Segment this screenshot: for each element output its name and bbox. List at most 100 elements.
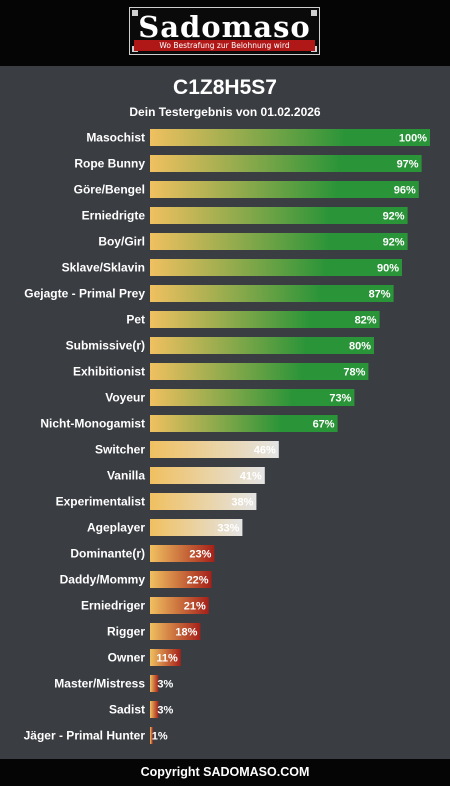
value-label: 87% <box>369 289 391 301</box>
value-label: 90% <box>377 263 399 275</box>
category-label: Experimentalist <box>56 495 145 509</box>
bar <box>150 181 419 198</box>
logo-tagline: Wo Bestrafung zur Belohnung wird <box>134 40 315 51</box>
value-label: 18% <box>175 627 197 639</box>
value-label: 92% <box>383 237 405 249</box>
value-label: 73% <box>329 393 351 405</box>
bar-row: Masochist 100% <box>86 129 430 146</box>
bar-row: Dominante(r) 23% <box>70 545 215 562</box>
site-logo[interactable]: Sadomaso Wo Bestrafung zur Belohnung wir… <box>129 7 320 55</box>
bar <box>150 285 394 302</box>
category-label: Sadist <box>109 703 145 717</box>
bar <box>150 545 215 562</box>
bar-row: Gejagte - Primal Prey 87% <box>24 285 394 302</box>
value-label: 38% <box>231 497 253 509</box>
result-bar-chart: Masochist 100% Rope Bunny 97% Göre/Bengel 96%… <box>24 129 430 744</box>
category-label: Master/Mistress <box>54 677 145 691</box>
bar <box>150 441 279 458</box>
category-label: Owner <box>108 651 146 665</box>
bar-row: Submissive(r) 80% <box>66 337 374 354</box>
value-label: 11% <box>156 653 178 665</box>
category-label: Pet <box>126 313 145 327</box>
value-label: 22% <box>187 575 209 587</box>
bar <box>150 701 159 718</box>
bar-row: Rope Bunny 97% <box>74 155 422 172</box>
bar-row: Erniedrigte 92% <box>82 207 408 224</box>
category-label: Rope Bunny <box>74 157 145 171</box>
bar <box>150 623 201 640</box>
category-label: Exhibitionist <box>73 365 145 379</box>
bar <box>150 675 159 692</box>
value-label: 21% <box>184 601 206 613</box>
bar-row: Ageplayer 33% <box>87 519 243 536</box>
bar <box>150 727 153 744</box>
value-label: 3% <box>157 679 173 691</box>
bar <box>150 337 374 354</box>
value-label: 1% <box>152 731 168 743</box>
bar <box>150 311 380 328</box>
bar-row: Voyeur 73% <box>105 389 355 406</box>
value-label: 67% <box>313 419 335 431</box>
bar <box>150 363 369 380</box>
bar-row: Exhibitionist 78% <box>73 363 369 380</box>
category-label: Sklave/Sklavin <box>62 261 145 275</box>
copyright-text: Copyright SADOMASO.COM <box>140 765 310 779</box>
bar-row: Master/Mistress 3% <box>54 675 174 692</box>
category-label: Göre/Bengel <box>74 183 145 197</box>
bar <box>150 155 422 172</box>
bar-row: Jäger - Primal Hunter 1% <box>24 727 168 744</box>
value-label: 23% <box>189 549 211 561</box>
value-label: 97% <box>397 159 419 171</box>
bar <box>150 467 265 484</box>
category-label: Daddy/Mommy <box>60 573 146 587</box>
bar-row: Rigger 18% <box>107 623 201 640</box>
category-label: Voyeur <box>105 391 145 405</box>
bar <box>150 259 402 276</box>
category-label: Nicht-Monogamist <box>40 417 145 431</box>
category-label: Gejagte - Primal Prey <box>24 287 145 301</box>
value-label: 92% <box>383 211 405 223</box>
category-label: Masochist <box>86 131 145 145</box>
category-label: Erniedrigte <box>82 209 146 223</box>
bar <box>150 233 408 250</box>
value-label: 78% <box>343 367 365 379</box>
value-label: 33% <box>217 523 239 535</box>
bar <box>150 207 408 224</box>
bar <box>150 129 430 146</box>
bar <box>150 649 181 666</box>
result-subtitle: Dein Testergebnis von 01.02.2026 <box>129 105 321 119</box>
bar <box>150 415 338 432</box>
bar-row: Sklave/Sklavin 90% <box>62 259 402 276</box>
value-label: 80% <box>349 341 371 353</box>
bar-row: Owner 11% <box>108 649 181 666</box>
bar-row: Nicht-Monogamist 67% <box>40 415 338 432</box>
category-label: Switcher <box>95 443 145 457</box>
value-label: 96% <box>394 185 416 197</box>
value-label: 3% <box>157 705 173 717</box>
bar <box>150 493 257 510</box>
logo-wordmark: Sadomaso <box>138 10 311 44</box>
bar-row: Experimentalist 38% <box>56 493 257 510</box>
category-label: Jäger - Primal Hunter <box>24 729 146 743</box>
site-header: Sadomaso Wo Bestrafung zur Belohnung wir… <box>0 0 450 66</box>
bar-row: Sadist 3% <box>109 701 174 718</box>
category-label: Dominante(r) <box>70 547 145 561</box>
bar-row: Pet 82% <box>126 311 380 328</box>
bar <box>150 571 212 588</box>
value-label: 41% <box>240 471 262 483</box>
category-label: Submissive(r) <box>66 339 145 353</box>
value-label: 100% <box>399 133 427 145</box>
category-label: Erniedriger <box>81 599 145 613</box>
site-footer: Copyright SADOMASO.COM <box>0 759 450 786</box>
category-label: Boy/Girl <box>98 235 145 249</box>
bar-row: Vanilla 41% <box>107 467 265 484</box>
value-label: 46% <box>254 445 276 457</box>
category-label: Vanilla <box>107 469 145 483</box>
bar <box>150 519 243 536</box>
category-label: Ageplayer <box>87 521 145 535</box>
value-label: 82% <box>355 315 377 327</box>
bar-row: Göre/Bengel 96% <box>74 181 419 198</box>
bar-row: Erniedriger 21% <box>81 597 209 614</box>
bar-row: Boy/Girl 92% <box>98 233 408 250</box>
logo-corner-ornament <box>132 10 138 16</box>
